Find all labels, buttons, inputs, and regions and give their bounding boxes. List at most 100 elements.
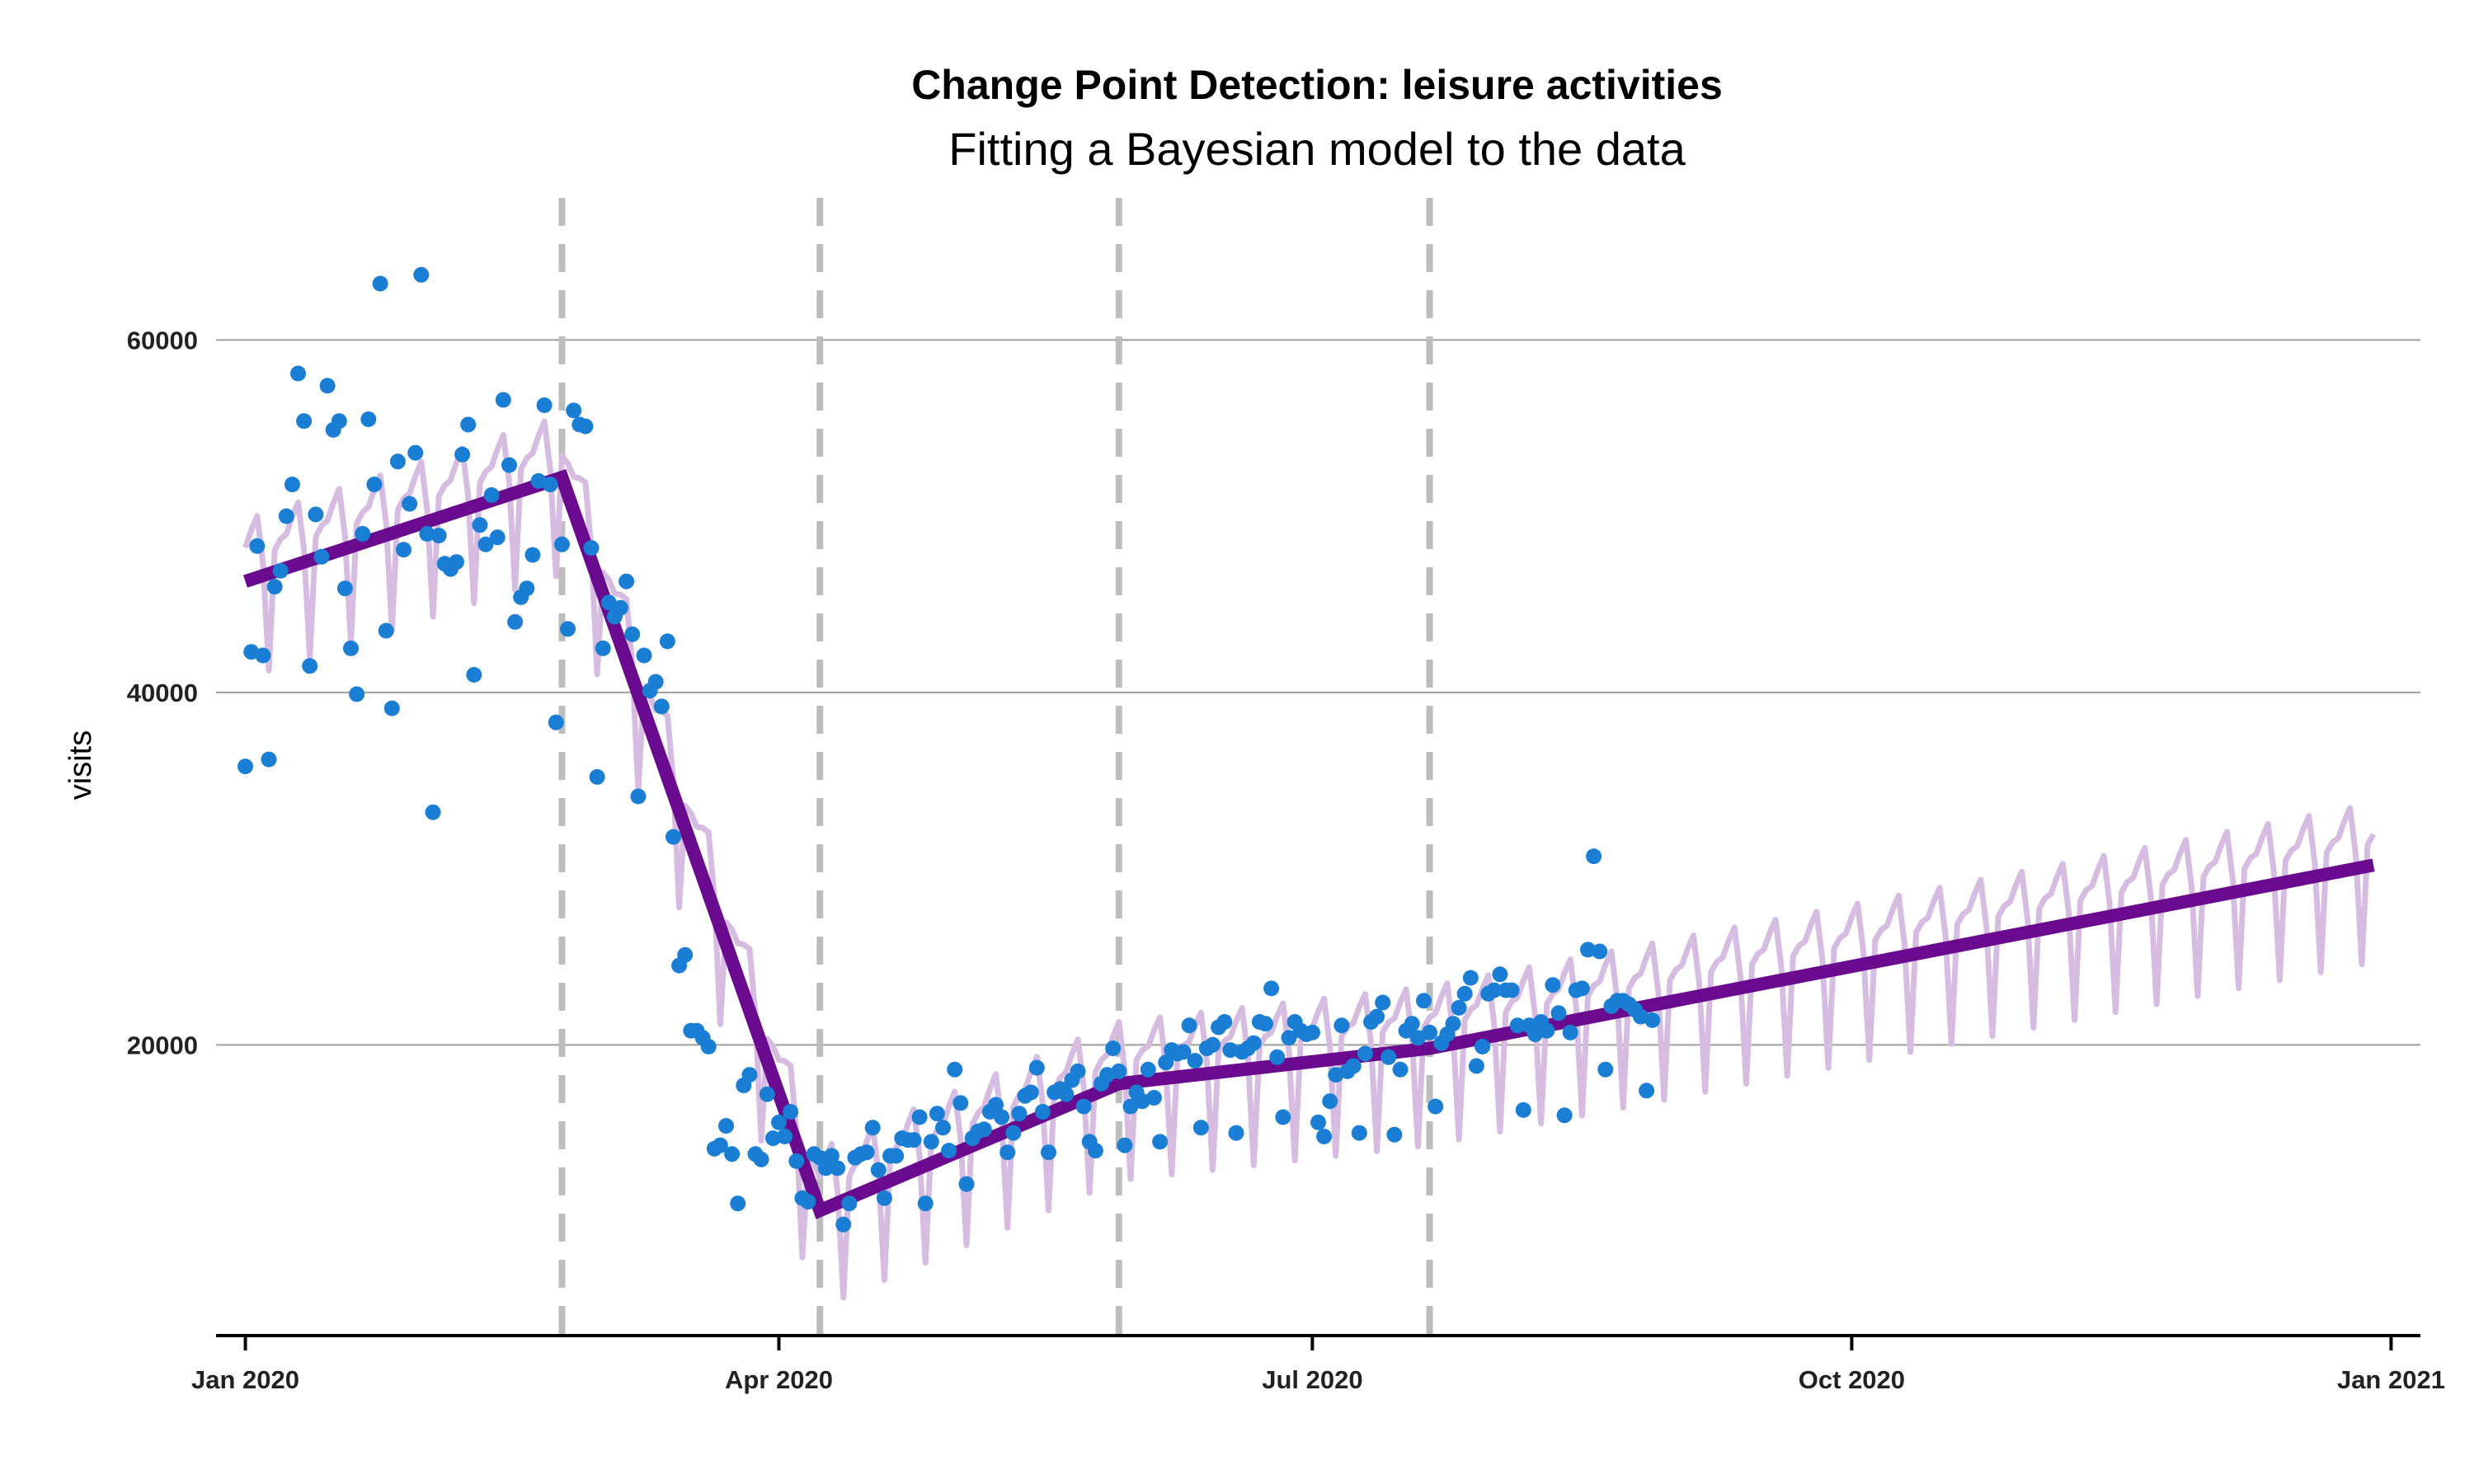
observed-point	[988, 1097, 1004, 1113]
observed-point	[308, 506, 324, 523]
observed-point	[952, 1095, 969, 1111]
y-axis-label: visits	[63, 730, 98, 800]
observed-point	[413, 266, 430, 283]
observed-point	[823, 1148, 840, 1164]
observed-point	[542, 477, 558, 493]
observed-point	[1322, 1093, 1338, 1110]
observed-point	[976, 1121, 992, 1138]
observed-point	[718, 1118, 734, 1134]
observed-point	[870, 1162, 887, 1178]
observed-point	[272, 562, 289, 579]
x-tick-label: Jul 2020	[1262, 1365, 1362, 1394]
observed-point	[1468, 1058, 1484, 1074]
observed-point	[876, 1190, 892, 1206]
observed-point	[313, 548, 330, 565]
observed-point	[1269, 1049, 1286, 1065]
observed-point	[1475, 1039, 1491, 1054]
observed-point	[1105, 1040, 1122, 1057]
observed-point	[1539, 1022, 1555, 1039]
observed-point	[402, 495, 418, 512]
observed-point	[1304, 1024, 1320, 1040]
observed-point	[454, 446, 471, 463]
observed-point	[1070, 1063, 1086, 1079]
observed-point	[947, 1061, 963, 1078]
observed-point	[783, 1104, 799, 1120]
observed-point	[1216, 1014, 1233, 1030]
observed-point	[753, 1151, 769, 1167]
observed-point	[1586, 848, 1602, 865]
observed-point	[1345, 1058, 1362, 1074]
observed-point	[1192, 1120, 1209, 1136]
observed-point	[817, 1160, 834, 1176]
observed-point	[1562, 1024, 1578, 1040]
observed-point	[1545, 977, 1561, 993]
observed-point	[477, 536, 494, 552]
observed-point	[360, 411, 377, 427]
observed-point	[929, 1106, 945, 1122]
observed-point	[319, 378, 336, 394]
observed-point	[1422, 1024, 1438, 1040]
observed-point	[1263, 980, 1280, 997]
observed-point	[396, 542, 412, 558]
observed-point	[290, 365, 306, 382]
observed-point	[905, 1132, 922, 1148]
observed-point	[1181, 1017, 1197, 1034]
chart-title: Change Point Detection: leisure activiti…	[911, 62, 1723, 108]
observed-point	[741, 1067, 758, 1083]
observed-point	[566, 402, 582, 419]
observed-point	[583, 540, 600, 556]
observed-point	[495, 392, 511, 408]
observed-point	[519, 580, 535, 597]
observed-point	[419, 526, 435, 542]
observed-point	[1075, 1098, 1092, 1115]
observed-point	[677, 946, 694, 963]
y-tick-label: 60000	[127, 326, 198, 355]
observed-point	[425, 804, 441, 820]
observed-point	[1580, 942, 1596, 958]
observed-point	[343, 640, 359, 656]
observed-point	[249, 538, 266, 554]
observed-point	[613, 599, 628, 616]
observed-point	[659, 633, 675, 650]
observed-point	[788, 1153, 805, 1169]
observed-point	[1122, 1098, 1139, 1115]
observed-point	[1158, 1054, 1174, 1071]
observed-point	[1258, 1016, 1273, 1032]
observed-point	[999, 1144, 1016, 1161]
observed-point	[1041, 1144, 1056, 1161]
observed-point	[935, 1120, 951, 1136]
observed-point	[466, 667, 482, 683]
observed-point	[460, 416, 477, 433]
observed-point	[255, 647, 271, 664]
observed-point	[577, 418, 594, 434]
observed-point	[1228, 1125, 1244, 1141]
observed-point	[1281, 1030, 1297, 1046]
observed-point	[994, 1109, 1010, 1125]
observed-point	[483, 487, 500, 503]
observed-point	[624, 626, 641, 642]
axes: 20000 40000 60000 Jan 2020 Apr 2020 Jul 2020 O…	[127, 326, 2445, 1394]
observed-point	[830, 1160, 846, 1176]
observed-series	[238, 266, 1661, 1233]
observed-point	[1486, 982, 1503, 998]
observed-point	[618, 573, 635, 589]
observed-point	[958, 1176, 975, 1192]
observed-point	[1175, 1044, 1192, 1060]
observed-point	[1386, 1126, 1403, 1143]
observed-point	[1492, 966, 1508, 983]
observed-point	[600, 594, 617, 611]
y-tick-label: 20000	[127, 1031, 198, 1059]
observed-point	[864, 1120, 881, 1136]
observed-point	[1416, 993, 1432, 1009]
observed-point	[1058, 1086, 1075, 1102]
observed-point	[278, 508, 294, 524]
observed-point	[1152, 1134, 1169, 1150]
trend-line	[243, 469, 2375, 1219]
observed-point	[1034, 1104, 1051, 1120]
y-tick-label: 40000	[127, 679, 198, 707]
observed-point	[266, 579, 283, 595]
observed-point	[630, 788, 647, 805]
observed-point	[238, 758, 253, 775]
